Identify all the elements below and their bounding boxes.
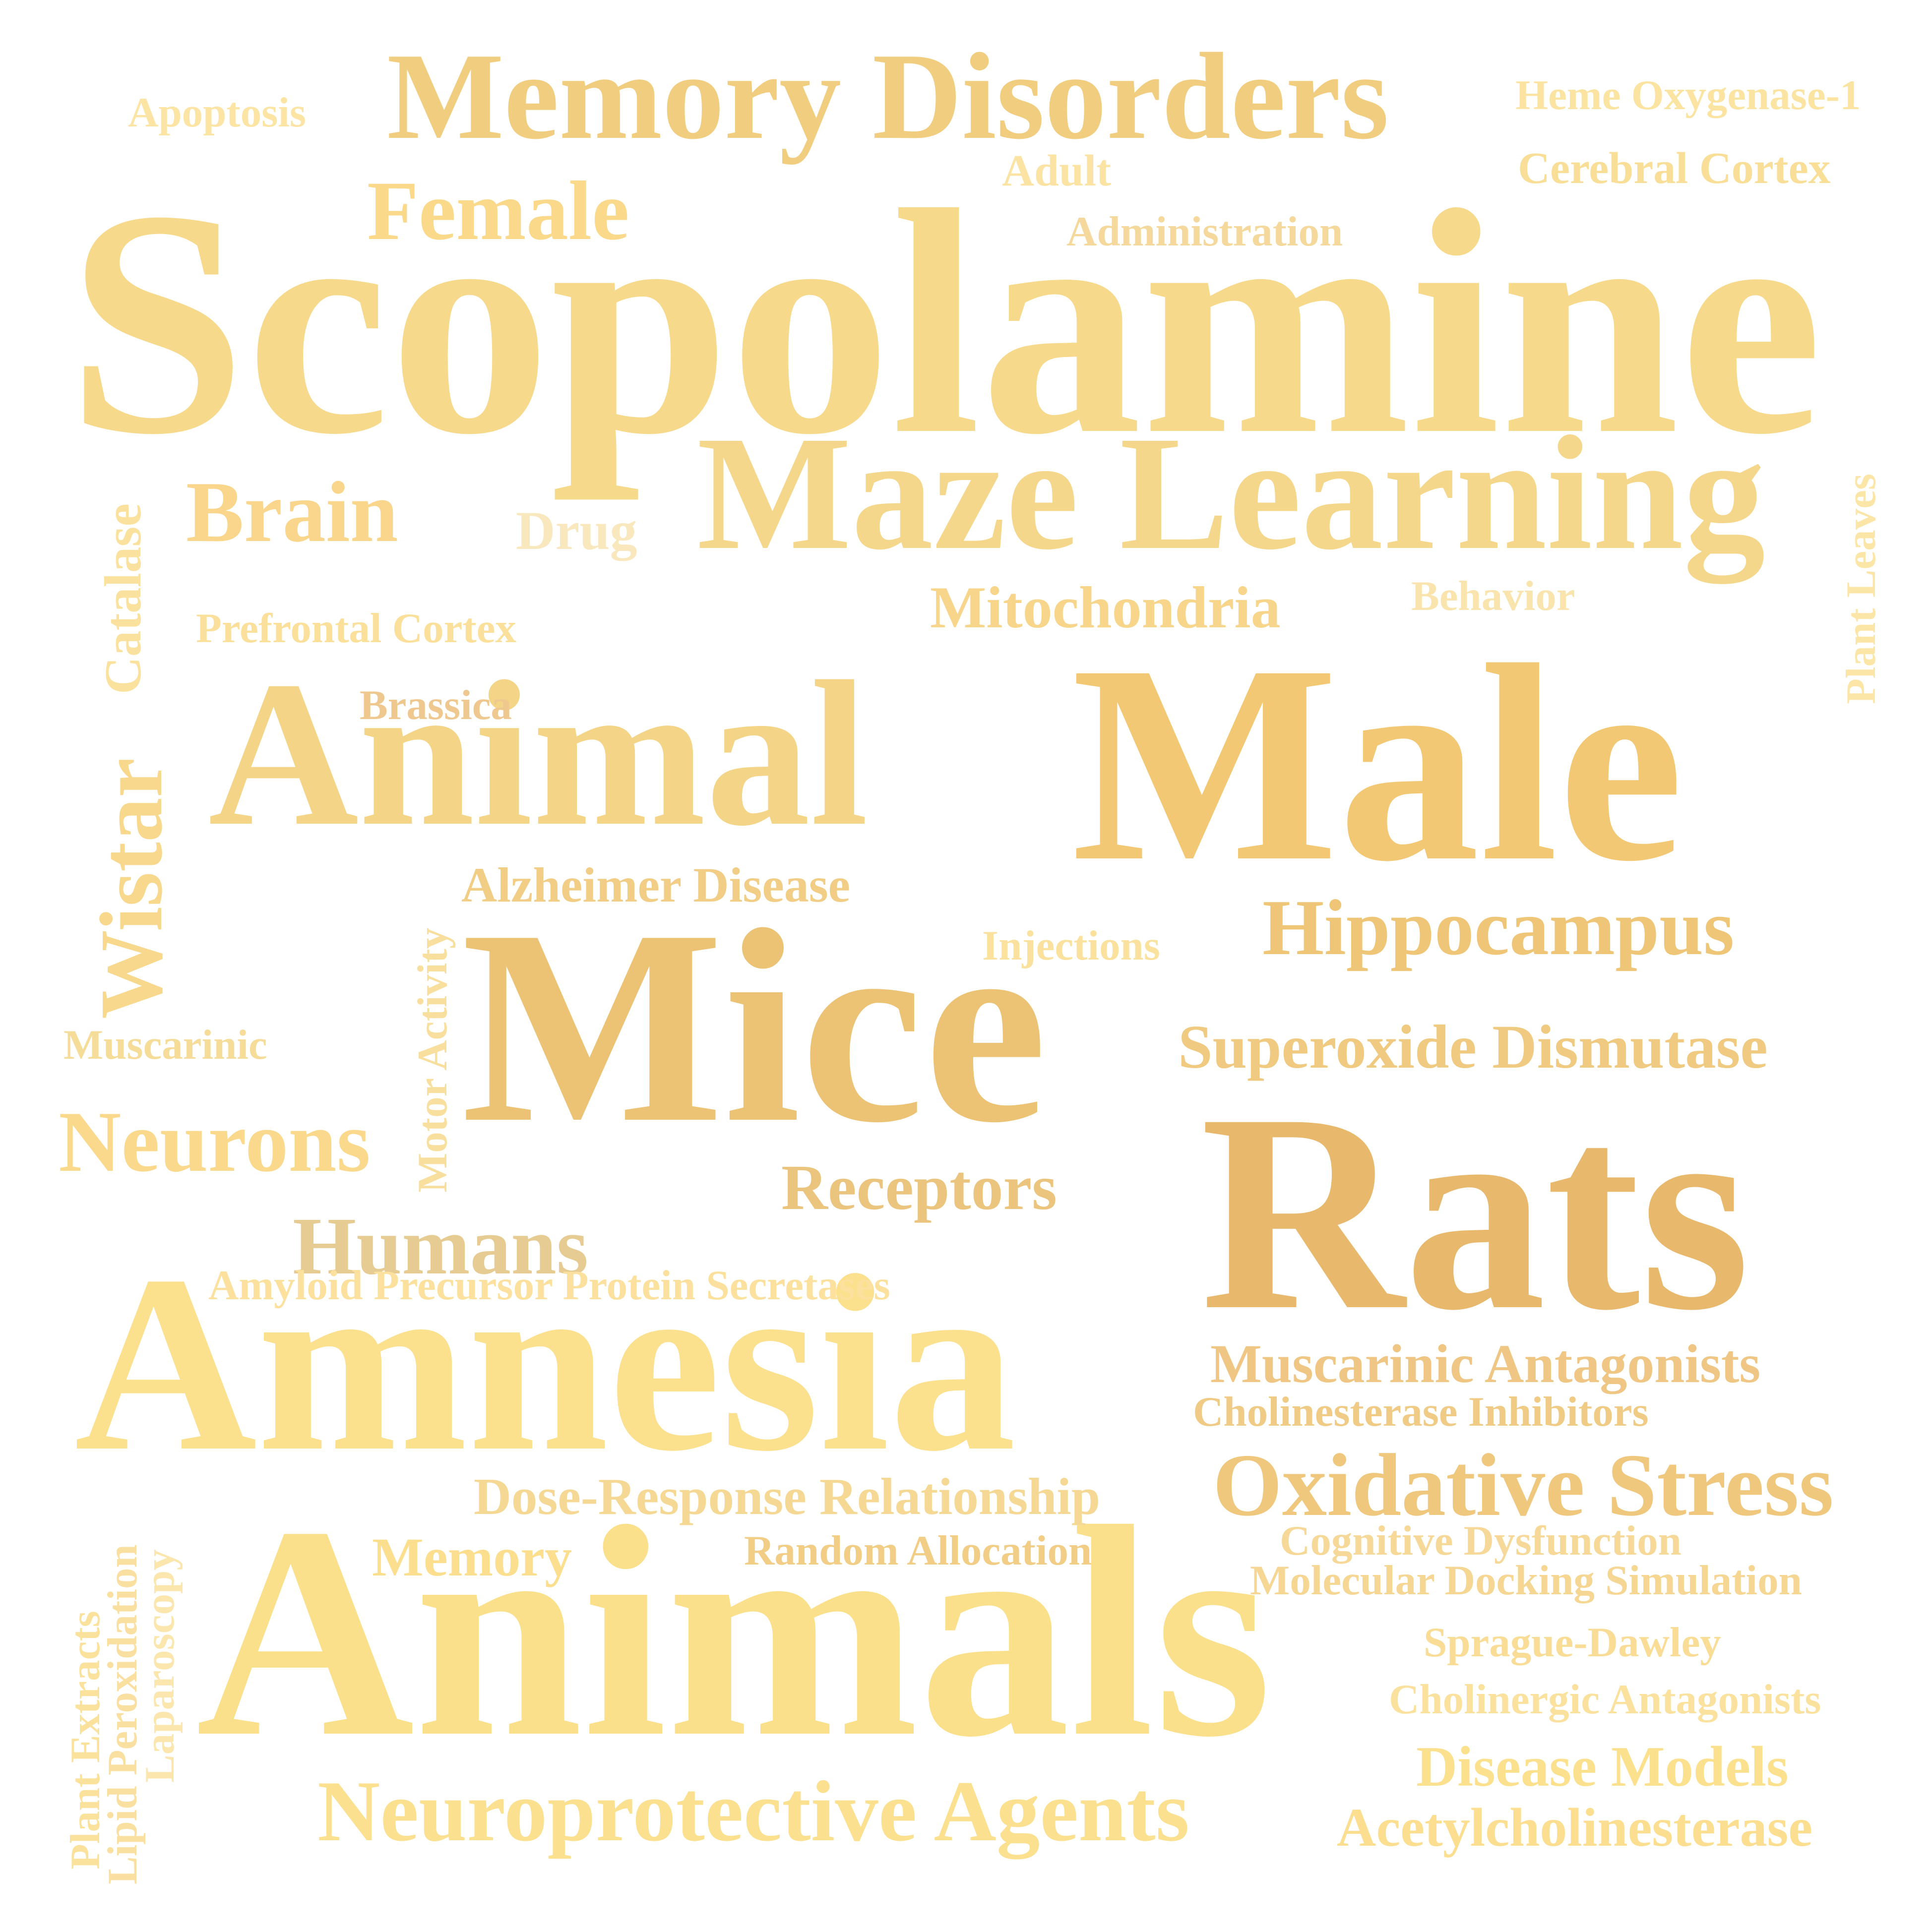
word-superoxide-dismutase: Superoxide Dismutase — [1178, 1013, 1768, 1082]
word-catalase: Catalase — [94, 503, 152, 694]
word-random-allocation: Random Allocation — [744, 1527, 1092, 1574]
word-muscarinic: Muscarinic — [63, 1022, 267, 1068]
word-apoptosis: Apoptosis — [128, 89, 307, 136]
word-oxidative-stress: Oxidative Stress — [1213, 1436, 1834, 1534]
word-drug: Drug — [516, 500, 637, 561]
word-dose-response-relationship: Dose-Response Relationship — [474, 1467, 1101, 1525]
word-muscarinic-antagonists: Muscarinic Antagonists — [1210, 1333, 1761, 1394]
word-animal: Animal — [208, 638, 869, 869]
word-cholinesterase-inhibitors: Cholinesterase Inhibitors — [1193, 1389, 1649, 1435]
word-female: Female — [367, 164, 629, 257]
word-cholinergic-antagonists: Cholinergic Antagonists — [1389, 1676, 1821, 1723]
word-disease-models: Disease Models — [1416, 1735, 1789, 1798]
word-administration: Administration — [1066, 208, 1343, 255]
word-maze-learning: Maze Learning — [697, 403, 1765, 584]
word-animals: Animals — [196, 1464, 1272, 1799]
word-scopolamine: Scopolamine — [67, 144, 1823, 501]
word-cerebral-cortex: Cerebral Cortex — [1518, 144, 1831, 193]
word-behavior: Behavior — [1411, 573, 1575, 619]
word-plant-leaves: Plant Leaves — [1838, 473, 1884, 704]
word-male: Male — [1071, 607, 1684, 920]
word-receptors: Receptors — [781, 1152, 1057, 1223]
word-alzheimer-disease: Alzheimer Disease — [461, 857, 851, 912]
word-memory-disorders: Memory Disorders — [387, 28, 1389, 165]
word-motor-activity: Motor Activity — [409, 927, 456, 1193]
word-cognitive-dysfunction: Cognitive Dysfunction — [1280, 1517, 1682, 1564]
word-hippocampus: Hippocampus — [1262, 883, 1735, 971]
word-molecular-docking-simulation: Molecular Docking Simulation — [1250, 1557, 1802, 1604]
word-sprague-dawley: Sprague-Dawley — [1424, 1619, 1721, 1666]
word-neurons: Neurons — [59, 1093, 371, 1190]
word-humans: Humans — [293, 1201, 589, 1291]
word-heme-oxygenase-1: Heme Oxygenase-1 — [1515, 72, 1861, 119]
word-rats: Rats — [1200, 1056, 1750, 1369]
word-adult: Adult — [1002, 146, 1112, 195]
word-wistar: Wistar — [82, 758, 181, 1019]
word-amyloid-precursor-protein-secretases: Amyloid Precursor Protein Secretases — [208, 1262, 890, 1309]
word-brain: Brain — [186, 464, 398, 560]
word-injections: Injections — [982, 922, 1160, 969]
word-amnesia: Amnesia — [74, 1224, 1016, 1504]
word-acetylcholinesterase: Acetylcholinesterase — [1337, 1797, 1813, 1858]
word-prefrontal-cortex: Prefrontal Cortex — [196, 605, 516, 652]
word-brassica: Brassica — [360, 682, 512, 728]
word-laparoscopy: Laparoscopy — [136, 1549, 183, 1783]
word-mitochondria: Mitochondria — [930, 574, 1281, 640]
word-neuroprotective-agents: Neuroprotective Agents — [317, 1763, 1189, 1859]
word-mice: Mice — [461, 873, 1048, 1180]
word-memory: Memory — [372, 1527, 572, 1587]
